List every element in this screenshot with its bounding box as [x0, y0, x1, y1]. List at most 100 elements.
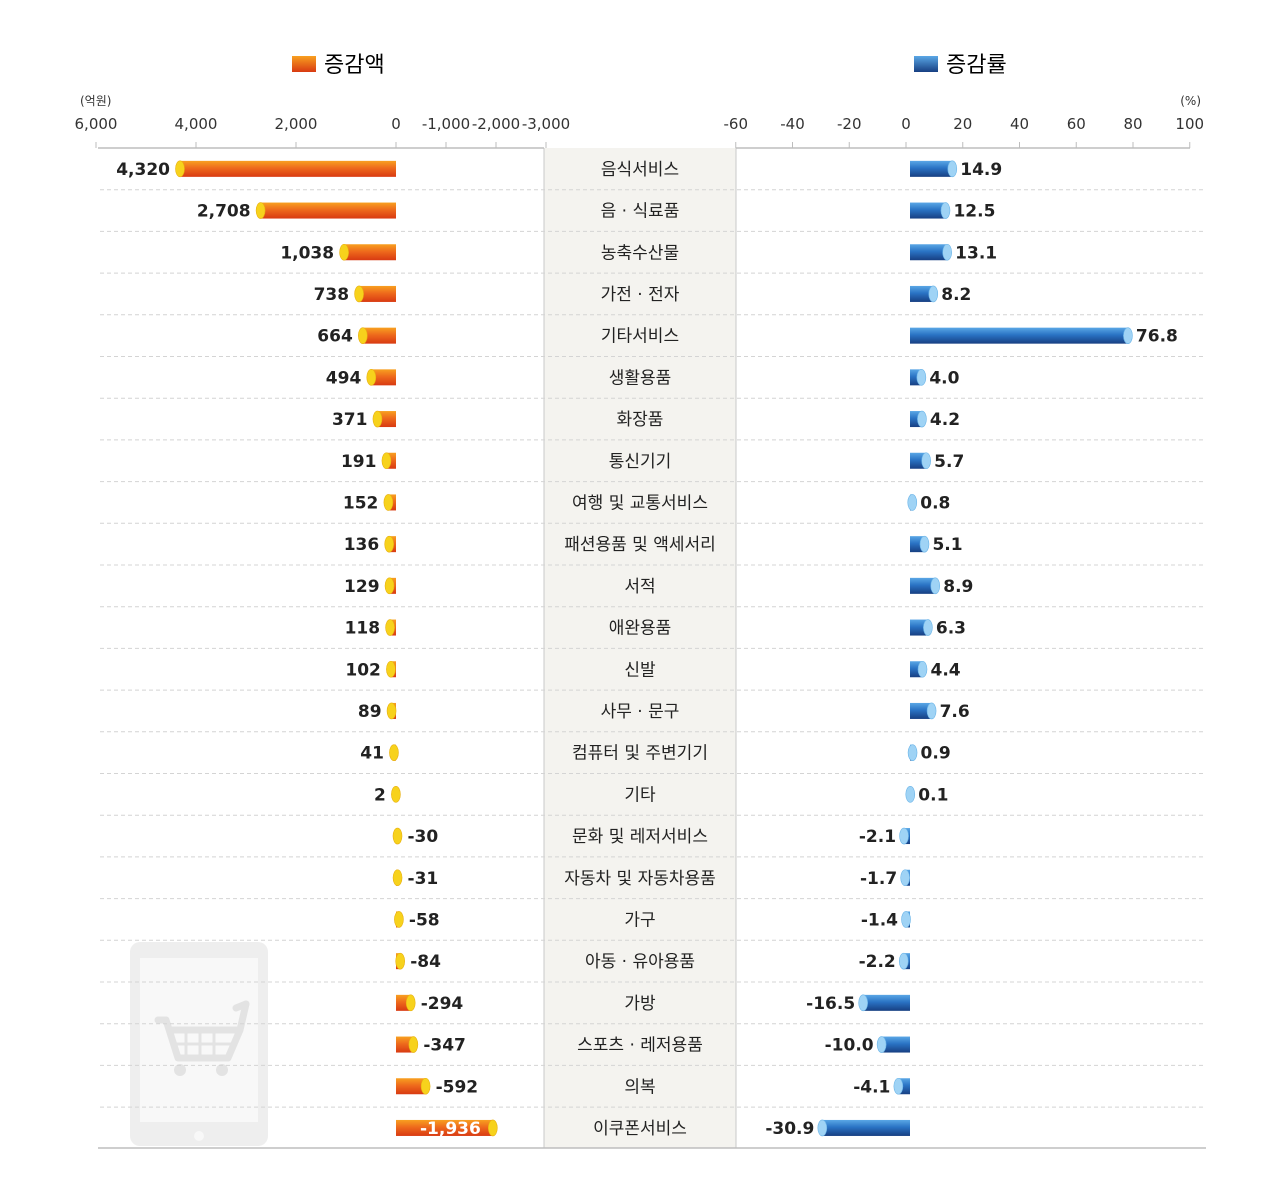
rate-bar-cap — [930, 577, 941, 595]
amount-value-label: 152 — [343, 493, 379, 513]
amount-bar — [371, 369, 396, 386]
rate-bar — [863, 994, 910, 1011]
legend-label-rate: 증감률 — [946, 53, 1007, 78]
rate-value-label: 8.2 — [941, 285, 971, 305]
amount-value-label: 2 — [374, 785, 386, 805]
category-label: 자동차 및 자동차용품 — [564, 869, 716, 889]
rate-bar — [910, 369, 922, 386]
table-row: 스포츠 · 레저용품 -347 -10.0 — [100, 1036, 1206, 1066]
rate-bar-cap — [919, 535, 930, 553]
amount-bar — [359, 285, 396, 302]
rate-value-label: 6.3 — [936, 619, 966, 639]
rate-bar-cap — [942, 243, 952, 261]
category-label: 가전 · 전자 — [601, 285, 680, 305]
category-label: 음식서비스 — [601, 160, 679, 180]
table-row: 사무 · 문구 89 7.6 — [100, 702, 1206, 733]
table-row: 가구 -58 -1.4 — [100, 910, 1206, 941]
amount-axis-tick-label: -1,000 — [422, 115, 470, 133]
table-row: 가전 · 전자 738 8.2 — [100, 285, 1206, 316]
amount-value-label: -31 — [408, 869, 439, 889]
rate-value-label: 76.8 — [1136, 327, 1178, 347]
rate-value-label: 8.9 — [943, 577, 973, 597]
amount-bar-cap — [357, 327, 368, 344]
amount-value-label: 191 — [341, 452, 377, 472]
rate-bar-cap — [905, 786, 916, 803]
rate-bar-cap — [917, 660, 928, 678]
category-label: 이쿠폰서비스 — [593, 1119, 687, 1139]
category-label: 기타 — [624, 785, 656, 805]
unit-label-rate: (%) — [1180, 94, 1201, 108]
rate-axis: -60 -40 -20 0 20 40 60 80 100 — [724, 115, 1204, 149]
amount-value-label: -592 — [436, 1077, 479, 1097]
rate-bar-cap — [917, 410, 927, 428]
rate-bar — [881, 1036, 910, 1053]
amount-bar-cap — [175, 160, 185, 178]
amount-bar-cap — [354, 285, 364, 303]
category-label: 여행 및 교통서비스 — [572, 493, 708, 513]
amount-axis-tick-label: 2,000 — [275, 115, 318, 133]
table-row: 통신기기 191 5.7 — [100, 452, 1206, 483]
table-row: 문화 및 레저서비스 -30 -2.1 — [100, 827, 1206, 858]
rate-value-label: -30.9 — [765, 1119, 814, 1139]
unit-label-amount: (억원) — [80, 94, 111, 108]
amount-axis-tick-label: 6,000 — [75, 115, 118, 133]
rate-bar — [910, 202, 946, 219]
amount-bar-cap — [372, 410, 383, 428]
category-label: 문화 및 레저서비스 — [572, 827, 708, 847]
amount-bar — [396, 1078, 426, 1095]
table-row: 패션용품 및 액세서리 136 5.1 — [100, 535, 1206, 566]
rate-bar-cap — [899, 827, 909, 845]
amount-bar-cap — [392, 869, 403, 887]
rate-value-label: -1.7 — [860, 869, 897, 889]
category-label: 신발 — [624, 660, 656, 680]
rate-value-label: 0.1 — [918, 785, 948, 805]
legend-label-amount: 증감액 — [324, 53, 385, 78]
rate-bar-cap — [928, 285, 939, 303]
amount-bar-cap — [385, 619, 395, 636]
rate-bar-cap — [858, 994, 868, 1012]
amount-value-label: 664 — [317, 327, 353, 347]
amount-value-label: -1,936 — [420, 1119, 481, 1139]
amount-bar-cap — [395, 952, 406, 970]
amount-bar — [180, 160, 396, 177]
amount-bar-cap — [386, 660, 396, 678]
amount-value-label: 4,320 — [116, 160, 170, 180]
table-row: 농축수산물 1,038 13.1 — [100, 243, 1206, 274]
rate-bar-cap — [921, 452, 931, 470]
table-row: 여행 및 교통서비스 152 0.8 — [100, 493, 1206, 524]
amount-value-label: 136 — [344, 535, 380, 555]
table-row: 의복 -592 -4.1 — [100, 1077, 1206, 1108]
rate-bar-cap — [901, 911, 911, 928]
category-label: 스포츠 · 레저용품 — [577, 1036, 703, 1056]
amount-value-label: -84 — [410, 952, 441, 972]
rate-bar-cap — [907, 744, 918, 761]
amount-value-label: -58 — [409, 910, 440, 930]
rate-bar-cap — [907, 494, 918, 511]
table-row: 기타 2 0.1 — [100, 785, 1206, 816]
rate-bar-cap — [923, 619, 933, 636]
rate-value-label: -2.1 — [859, 827, 896, 847]
amount-axis-tick-label: 0 — [391, 115, 401, 133]
rows: 음식서비스 4,320 14.9 음 · 식료품 2,708 12.5 농축수산물 1,038… — [100, 160, 1206, 1139]
rate-bar — [822, 1119, 910, 1136]
rate-axis-tick-label: 100 — [1175, 115, 1204, 133]
amount-value-label: -30 — [408, 827, 439, 847]
category-label: 컴퓨터 및 주변기기 — [572, 744, 708, 764]
rate-axis-tick-label: 20 — [953, 115, 972, 133]
rate-value-label: 4.0 — [929, 368, 959, 388]
rate-value-label: 5.1 — [932, 535, 962, 555]
amount-bar — [396, 1119, 493, 1136]
table-row: 기타서비스 664 76.8 — [100, 327, 1206, 357]
amount-axis-tick-label: -2,000 — [472, 115, 520, 133]
amount-bar-cap — [408, 1036, 419, 1053]
rate-bar — [910, 244, 948, 261]
rate-bar — [910, 577, 936, 594]
category-label: 의복 — [624, 1077, 655, 1097]
table-row: 음식서비스 4,320 14.9 — [100, 160, 1206, 191]
rate-value-label: -2.2 — [859, 952, 896, 972]
amount-bar — [344, 244, 396, 261]
amount-value-label: 129 — [344, 577, 380, 597]
rate-bar-cap — [876, 1036, 887, 1053]
amount-bar — [396, 1036, 414, 1053]
rate-axis-tick-label: 80 — [1123, 115, 1142, 133]
